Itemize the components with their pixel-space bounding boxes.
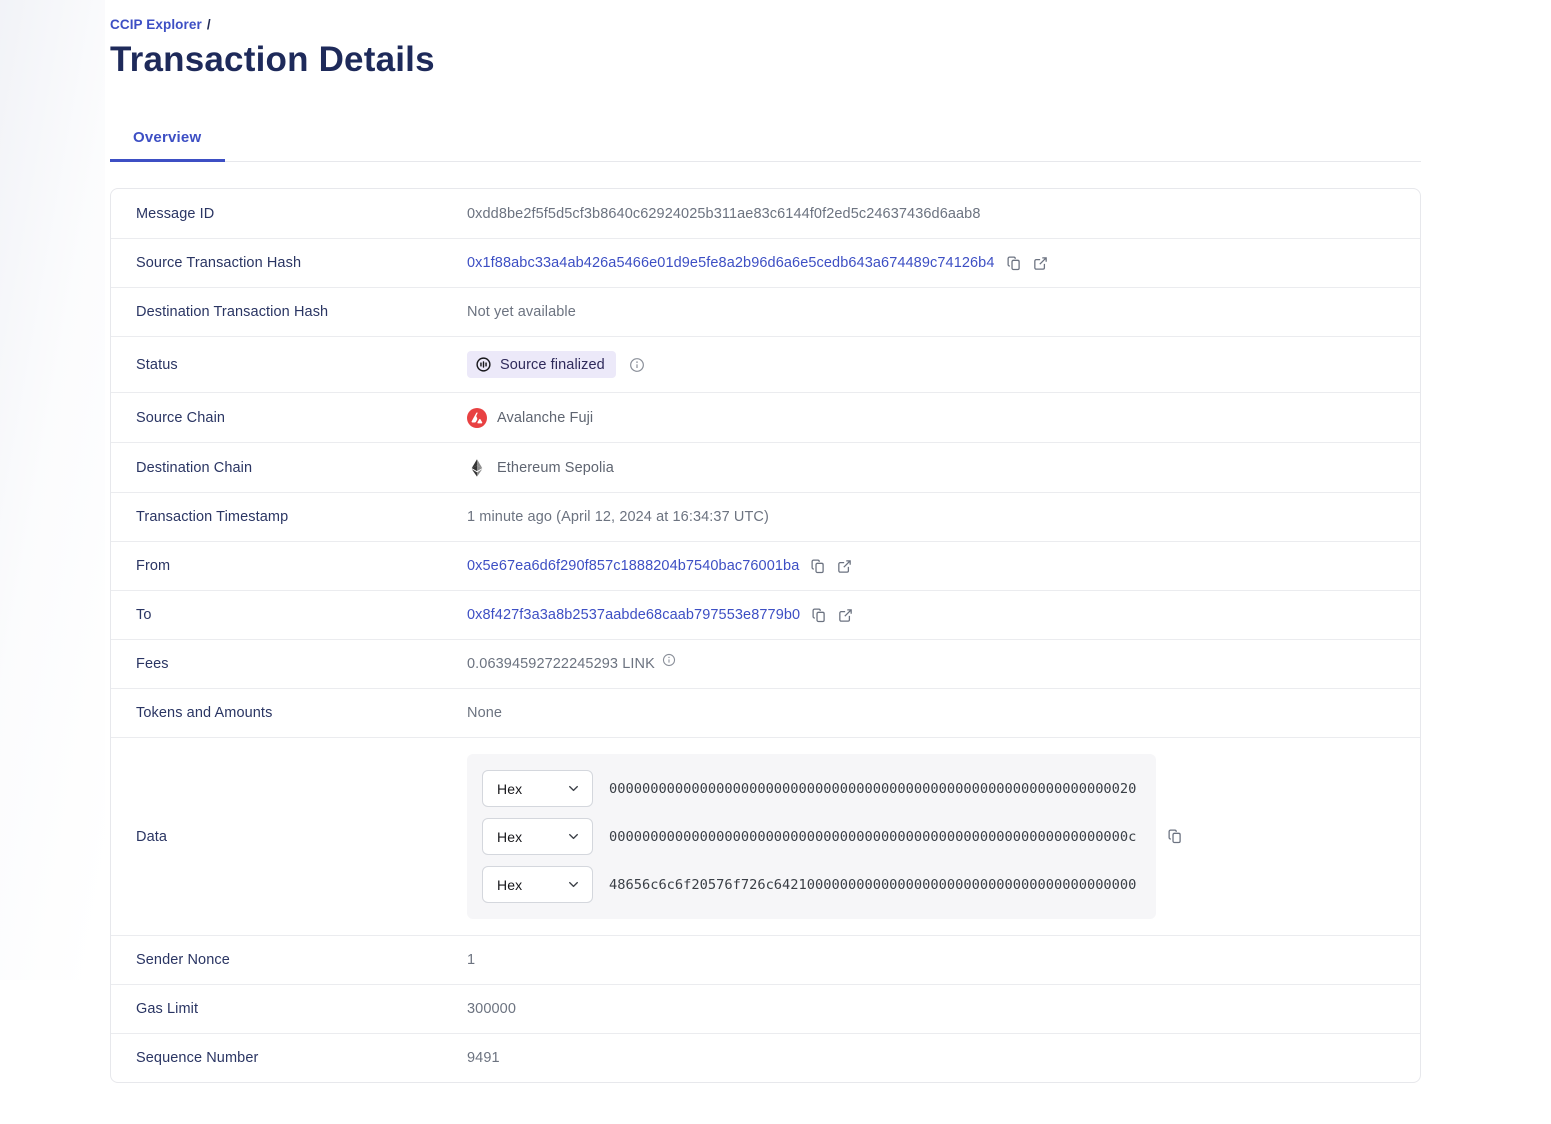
table-row-tokens: Tokens and Amounts None [111, 688, 1420, 737]
source-chain: Avalanche Fuji [467, 407, 594, 428]
tokens-value: None [467, 705, 503, 721]
data-line: Hex 000000000000000000000000000000000000… [482, 770, 1141, 807]
table-row-message-id: Message ID 0xdd8be2f5f5d5cf3b8640c629240… [111, 189, 1420, 238]
data-format-label: Hex [497, 780, 523, 797]
table-row-from: From 0x5e67ea6d6f290f857c1888204b7540bac… [111, 541, 1420, 590]
data-format-label: Hex [497, 828, 523, 845]
chevron-down-icon [569, 785, 578, 792]
row-label: Fees [136, 656, 169, 672]
data-format-select-1[interactable]: Hex [482, 770, 593, 807]
row-label: From [136, 558, 171, 574]
transaction-details-table: Message ID 0xdd8be2f5f5d5cf3b8640c629240… [110, 188, 1421, 1083]
dest-chain: Ethereum Sepolia [467, 458, 614, 478]
to-address-link[interactable]: 0x8f427f3a3a8b2537aabde68caab797553e8779… [467, 607, 801, 623]
timestamp-value: 1 minute ago (April 12, 2024 at 16:34:37… [467, 509, 769, 525]
sender-nonce-value: 1 [467, 952, 476, 968]
breadcrumb-separator: / [206, 17, 211, 32]
chevron-down-icon [569, 881, 578, 888]
tab-overview[interactable]: Overview [110, 117, 226, 162]
copy-icon[interactable] [1006, 255, 1023, 272]
avalanche-fuji-icon [467, 407, 487, 428]
row-label: Destination Chain [136, 459, 253, 476]
ethereum-sepolia-icon [467, 458, 487, 478]
data-line: Hex 000000000000000000000000000000000000… [482, 818, 1141, 855]
row-label: Tokens and Amounts [136, 705, 273, 721]
copy-icon[interactable] [810, 558, 827, 575]
row-label: Message ID [136, 205, 215, 222]
hex-data-line-1: 0000000000000000000000000000000000000000… [609, 780, 1137, 797]
row-label: Source Chain [136, 409, 226, 426]
data-line: Hex 48656c6c6f20576f726c6421000000000000… [482, 866, 1141, 903]
external-link-icon[interactable] [836, 558, 853, 575]
row-label: Sequence Number [136, 1050, 259, 1066]
table-row-to: To 0x8f427f3a3a8b2537aabde68caab797553e8… [111, 590, 1420, 639]
table-row-sequence-number: Sequence Number 9491 [111, 1033, 1420, 1082]
chevron-down-icon [569, 833, 578, 840]
row-label: To [136, 607, 152, 623]
source-tx-hash-link[interactable]: 0x1f88abc33a4ab426a5466e01d9e5fe8a2b96d6… [467, 255, 995, 271]
table-row-timestamp: Transaction Timestamp 1 minute ago (Apri… [111, 492, 1420, 541]
external-link-icon[interactable] [1032, 255, 1049, 272]
source-chain-name: Avalanche Fuji [497, 409, 594, 426]
copy-icon[interactable] [1167, 828, 1184, 845]
row-label: Transaction Timestamp [136, 509, 289, 525]
background-gradient [0, 0, 105, 980]
dest-chain-name: Ethereum Sepolia [497, 459, 614, 476]
row-label: Status [136, 356, 178, 373]
sequence-number-value: 9491 [467, 1050, 500, 1066]
table-row-sender-nonce: Sender Nonce 1 [111, 935, 1420, 984]
status-badge-label: Source finalized [500, 356, 605, 373]
fees-value: 0.06394592722245293 LINK [467, 656, 655, 672]
status-progress-icon [476, 357, 491, 372]
row-label: Data [136, 828, 168, 845]
table-row-gas-limit: Gas Limit 300000 [111, 984, 1420, 1033]
info-icon[interactable] [629, 357, 645, 373]
table-row-data: Data Hex 0000000000000000000000000000000… [111, 737, 1420, 935]
row-label: Destination Transaction Hash [136, 304, 329, 320]
table-row-status: Status Source finalized [111, 336, 1420, 392]
data-format-select-2[interactable]: Hex [482, 818, 593, 855]
table-row-fees: Fees 0.06394592722245293 LINK [111, 639, 1420, 688]
table-row-source-chain: Source Chain Avalanche Fuji [111, 392, 1420, 442]
page-title: Transaction Details [110, 40, 435, 79]
info-icon[interactable] [662, 653, 676, 667]
breadcrumb-link-ccip-explorer[interactable]: CCIP Explorer [110, 17, 202, 32]
message-id-value: 0xdd8be2f5f5d5cf3b8640c62924025b311ae83c… [467, 205, 981, 222]
table-row-dest-tx-hash: Destination Transaction Hash Not yet ava… [111, 287, 1420, 336]
hex-data-line-2: 0000000000000000000000000000000000000000… [609, 828, 1137, 845]
data-format-label: Hex [497, 876, 523, 893]
status-badge: Source finalized [467, 351, 616, 378]
data-format-select-3[interactable]: Hex [482, 866, 593, 903]
gas-limit-value: 300000 [467, 1001, 516, 1017]
hex-data-line-3: 48656c6c6f20576f726c64210000000000000000… [609, 876, 1137, 893]
table-row-dest-chain: Destination Chain Ethereum Sepolia [111, 442, 1420, 492]
row-label: Source Transaction Hash [136, 255, 302, 271]
row-label: Gas Limit [136, 1001, 199, 1017]
data-payload-box: Hex 000000000000000000000000000000000000… [467, 754, 1156, 919]
dest-tx-hash-value: Not yet available [467, 304, 576, 320]
breadcrumb: CCIP Explorer / [110, 0, 1421, 32]
transaction-details-page: CCIP Explorer / Transaction Details Overv… [110, 0, 1421, 1083]
copy-icon[interactable] [811, 607, 828, 624]
table-row-source-tx-hash: Source Transaction Hash 0x1f88abc33a4ab4… [111, 238, 1420, 287]
external-link-icon[interactable] [837, 607, 854, 624]
tab-bar: Overview [110, 117, 1421, 162]
from-address-link[interactable]: 0x5e67ea6d6f290f857c1888204b7540bac76001… [467, 558, 800, 574]
row-label: Sender Nonce [136, 952, 230, 968]
